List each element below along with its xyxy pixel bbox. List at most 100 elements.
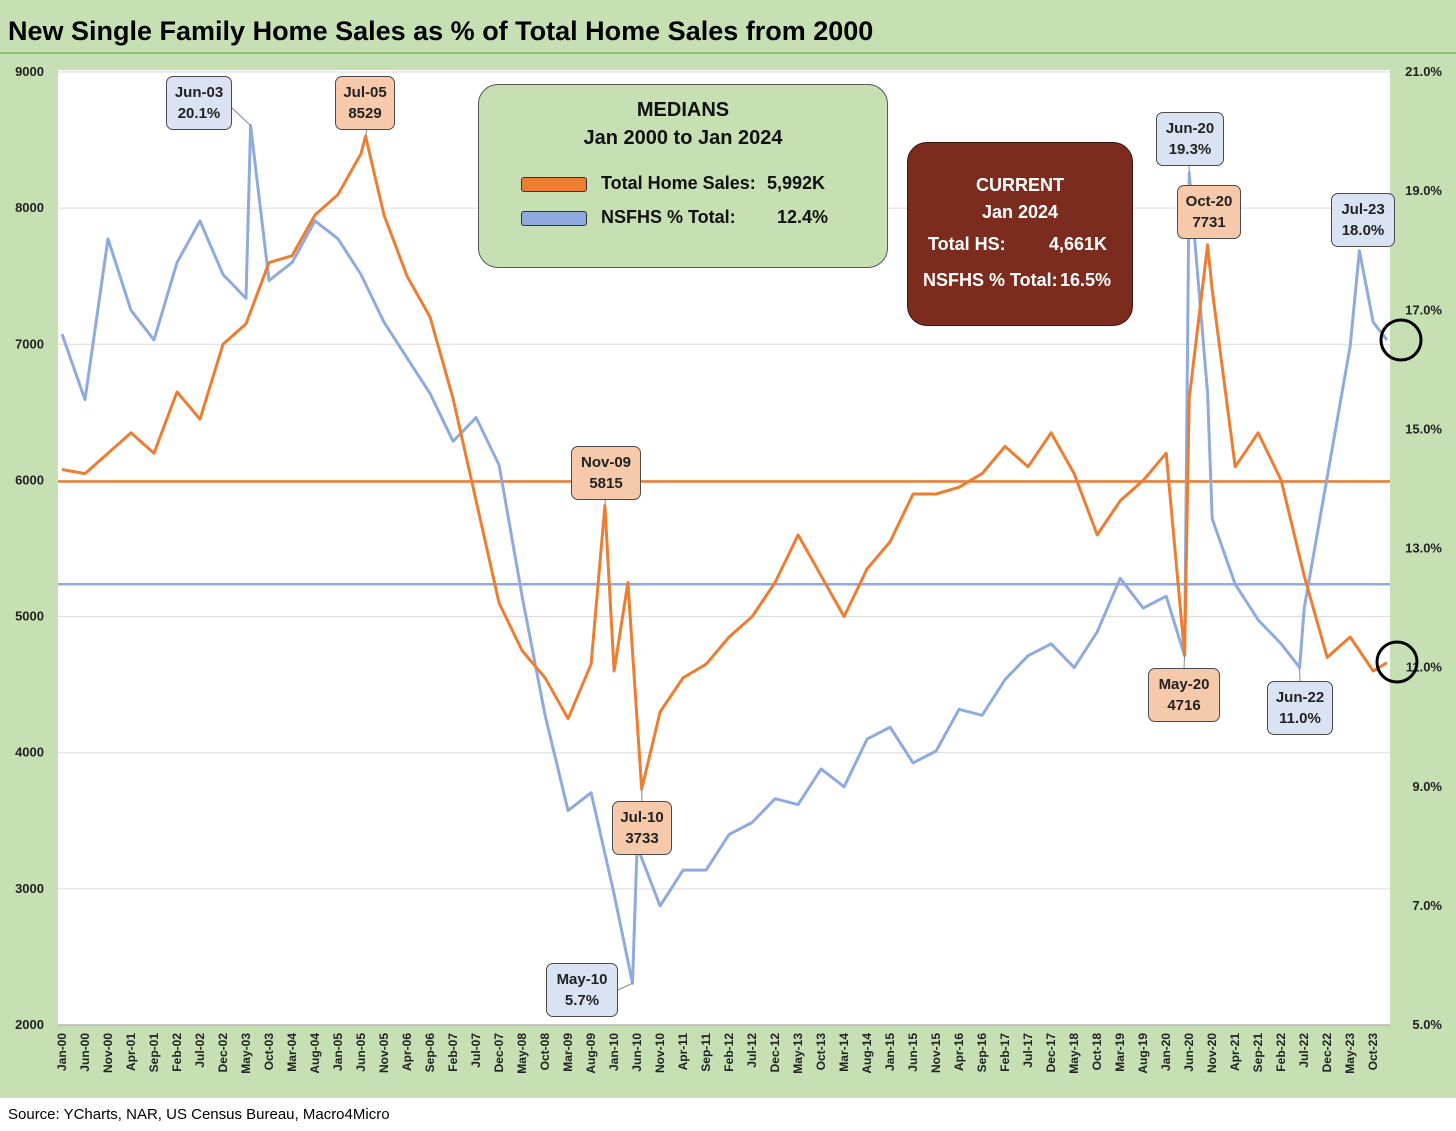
callout-jun22-label: Jun-22 xyxy=(1275,689,1325,706)
y-right-tick-label: 15.0% xyxy=(1405,421,1442,436)
current-markers xyxy=(1375,318,1423,684)
callout-jun20-value: 19.3% xyxy=(1168,141,1212,158)
x-tick-label: Nov-15 xyxy=(929,1033,943,1073)
x-tick-label: Mar-09 xyxy=(561,1033,575,1072)
callout-oct20-label: Oct-20 xyxy=(1185,193,1233,210)
y-right-tick-label: 21.0% xyxy=(1405,64,1442,79)
x-tick-label: Jun-10 xyxy=(630,1033,644,1072)
x-tick-label: Aug-09 xyxy=(584,1033,598,1074)
leader-may20 xyxy=(1183,655,1186,669)
callout-jul05: Jul-05 8529 xyxy=(335,76,395,130)
y-left-tick-label: 4000 xyxy=(15,745,44,760)
left-axis-ticks: 2000 3000 4000 5000 6000 7000 8000 9000 xyxy=(15,64,44,1032)
callout-nov09-label: Nov-09 xyxy=(580,454,632,471)
y-right-tick-label: 11.0% xyxy=(1406,660,1443,675)
x-tick-label: Mar-19 xyxy=(1113,1033,1127,1072)
legend-label-total-sales: Total Home Sales: xyxy=(601,173,756,193)
current-heading: CURRENT xyxy=(976,175,1064,195)
callout-may10: May-10 5.7% xyxy=(546,963,618,1017)
x-tick-label: Oct-13 xyxy=(814,1033,828,1071)
x-tick-label: Nov-20 xyxy=(1205,1033,1219,1073)
current-total-hs-value: 4,661K xyxy=(1049,234,1108,254)
current-marker-total-sales xyxy=(1375,640,1419,684)
x-tick-label: Apr-06 xyxy=(400,1033,414,1071)
x-tick-label: Jul-17 xyxy=(1021,1033,1035,1068)
x-tick-label: Sep-11 xyxy=(699,1033,713,1072)
callout-jun22: Jun-22 11.0% xyxy=(1267,681,1333,735)
x-tick-label: Aug-04 xyxy=(308,1033,322,1074)
x-tick-label: Oct-18 xyxy=(1090,1033,1104,1071)
series-line-total-sales xyxy=(61,134,1388,791)
right-axis-ticks: 5.0% 7.0% 9.0% 11.0% 13.0% 15.0% 17.0% 19.0% 21.… xyxy=(1405,64,1442,1032)
current-nsfhs-label: NSFHS % Total: xyxy=(923,270,1058,290)
y-right-tick-label: 5.0% xyxy=(1412,1017,1442,1032)
x-tick-label: Jul-07 xyxy=(469,1033,483,1068)
x-tick-label: Nov-05 xyxy=(377,1033,391,1073)
medians-heading: MEDIANS xyxy=(636,99,730,121)
current-marker-nsfhs xyxy=(1379,318,1423,362)
x-tick-label: Sep-01 xyxy=(147,1033,161,1073)
callout-jun03-label: Jun-03 xyxy=(174,84,224,101)
y-left-tick-label: 3000 xyxy=(15,881,44,896)
x-tick-label: Jan-05 xyxy=(331,1033,345,1071)
callout-jun20-label: Jun-20 xyxy=(1165,120,1215,137)
x-tick-label: Jan-15 xyxy=(883,1033,897,1071)
callout-jul23-value: 18.0% xyxy=(1341,222,1385,239)
x-tick-label: Jul-12 xyxy=(745,1033,759,1068)
callout-may20-value: 4716 xyxy=(1167,697,1201,714)
series-lines xyxy=(60,124,1389,985)
x-tick-label: Jun-05 xyxy=(354,1033,368,1072)
current-date: Jan 2024 xyxy=(981,202,1059,222)
x-tick-label: Sep-16 xyxy=(975,1033,989,1073)
y-left-tick-label: 6000 xyxy=(15,472,44,487)
y-left-tick-label: 7000 xyxy=(15,336,44,351)
legend-value-total-sales: 5,992K xyxy=(767,173,826,193)
x-tick-label: Jul-02 xyxy=(193,1033,207,1068)
chart-title: New Single Family Home Sales as % of Tot… xyxy=(8,16,874,46)
callout-nov09-value: 5815 xyxy=(589,475,623,492)
legend-swatch-nsfhs xyxy=(521,211,587,226)
x-tick-label: Mar-14 xyxy=(837,1033,851,1072)
x-tick-label: Feb-17 xyxy=(998,1033,1012,1072)
x-tick-label: Sep-06 xyxy=(423,1033,437,1073)
x-tick-label: Oct-03 xyxy=(262,1033,276,1071)
medians-legend-box: MEDIANS Jan 2000 to Jan 2024 Total Home … xyxy=(478,84,888,268)
x-tick-label: Feb-12 xyxy=(722,1033,736,1072)
callout-jun03: Jun-03 20.1% xyxy=(166,76,232,130)
x-tick-label: Jan-20 xyxy=(1159,1033,1173,1071)
x-tick-label: Dec-17 xyxy=(1044,1033,1058,1073)
callout-jun22-value: 11.0% xyxy=(1279,710,1321,727)
leader-jun03 xyxy=(231,107,251,126)
callout-oct20-value: 7731 xyxy=(1192,214,1226,231)
x-tick-label: Oct-23 xyxy=(1366,1033,1380,1071)
callout-may20-label: May-20 xyxy=(1158,676,1210,693)
callout-jun20: Jun-20 19.3% xyxy=(1156,112,1224,166)
x-tick-label: Jan-00 xyxy=(55,1033,69,1071)
leader-may10 xyxy=(617,982,633,991)
x-tick-label: Apr-01 xyxy=(124,1033,138,1071)
callout-jul23-label: Jul-23 xyxy=(1341,201,1385,218)
legend-swatch-total-sales xyxy=(521,177,587,192)
y-right-tick-label: 9.0% xyxy=(1412,779,1442,794)
x-tick-label: Jan-10 xyxy=(607,1033,621,1071)
current-box: CURRENT Jan 2024 Total HS: 4,661K NSFHS … xyxy=(907,142,1133,326)
x-tick-label: May-18 xyxy=(1067,1033,1081,1074)
legend-value-nsfhs: 12.4% xyxy=(777,207,829,227)
x-tick-label: Jun-20 xyxy=(1182,1033,1196,1072)
callout-oct20: Oct-20 7731 xyxy=(1177,185,1241,239)
x-tick-label: Mar-04 xyxy=(285,1033,299,1072)
callout-jun03-value: 20.1% xyxy=(177,105,221,122)
y-left-tick-label: 2000 xyxy=(15,1017,44,1032)
x-tick-label: Aug-14 xyxy=(860,1033,874,1074)
x-tick-label: May-23 xyxy=(1343,1033,1357,1074)
x-tick-label: Dec-12 xyxy=(768,1033,782,1073)
x-tick-label: Aug-19 xyxy=(1136,1033,1150,1074)
y-right-tick-label: 17.0% xyxy=(1405,302,1442,317)
x-tick-label: Nov-00 xyxy=(101,1033,115,1073)
current-nsfhs-value: 16.5% xyxy=(1060,270,1112,290)
x-tick-label: Feb-07 xyxy=(446,1033,460,1072)
source-bar xyxy=(0,1098,1456,1131)
x-tick-label: Oct-08 xyxy=(538,1033,552,1071)
x-tick-label: Jun-00 xyxy=(78,1033,92,1072)
